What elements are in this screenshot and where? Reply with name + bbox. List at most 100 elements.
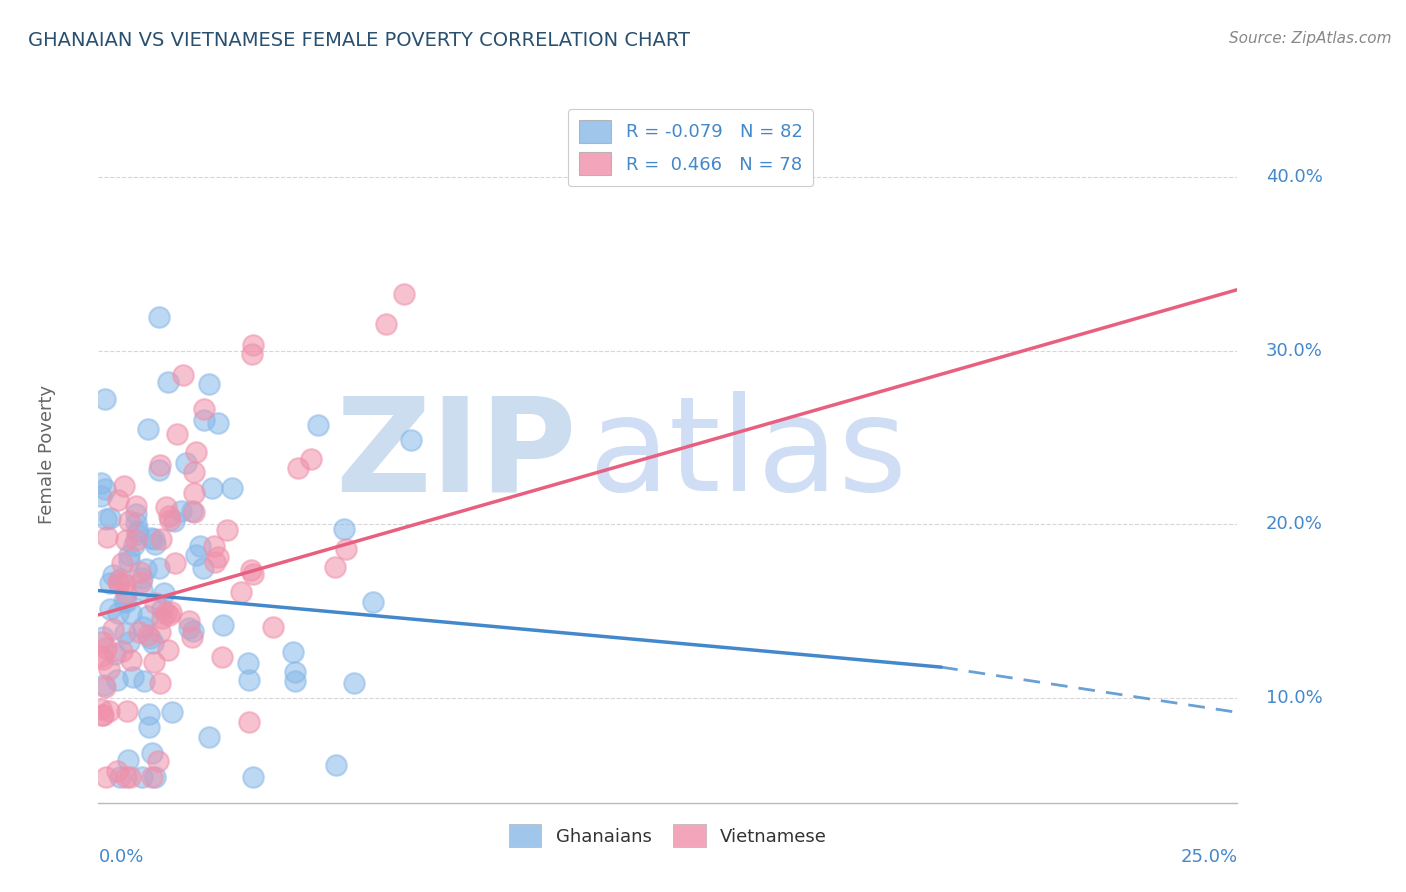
Text: 20.0%: 20.0% (1265, 516, 1323, 533)
Point (122, 538, 145, 552)
Text: 40.0%: 40.0% (1265, 168, 1323, 186)
Point (166, 427, 188, 442)
Point (136, 628, 159, 642)
Point (129, 574, 152, 589)
Point (114, 533, 136, 548)
Point (108, 576, 131, 591)
Point (138, 720, 160, 734)
Point (155, 606, 177, 620)
Point (103, 568, 125, 582)
Point (143, 597, 166, 611)
Point (152, 586, 174, 600)
Point (163, 557, 186, 571)
Point (262, 619, 284, 633)
Point (177, 621, 200, 635)
Point (98, 511, 121, 525)
Point (122, 670, 145, 684)
Text: 0.0%: 0.0% (98, 848, 143, 866)
Point (131, 770, 153, 784)
Point (238, 714, 260, 729)
Point (170, 504, 193, 518)
Point (117, 753, 139, 767)
Point (342, 675, 364, 690)
Point (238, 673, 260, 687)
Text: 25.0%: 25.0% (1180, 848, 1237, 866)
Text: GHANAIAN VS VIETNAMESE FEMALE POVERTY CORRELATION CHART: GHANAIAN VS VIETNAMESE FEMALE POVERTY CO… (28, 31, 690, 50)
Point (361, 595, 384, 609)
Point (207, 416, 229, 430)
Point (91, 708, 114, 723)
Point (110, 770, 132, 784)
Point (139, 531, 162, 545)
Point (107, 606, 129, 620)
Point (141, 746, 163, 760)
Point (204, 539, 226, 553)
Text: 30.0%: 30.0% (1265, 342, 1323, 359)
Point (143, 655, 166, 669)
Text: Female Poverty: Female Poverty (38, 385, 56, 524)
Point (125, 507, 148, 521)
Point (159, 509, 181, 524)
Point (149, 624, 172, 639)
Point (90, 476, 112, 491)
Point (100, 602, 122, 616)
Point (142, 532, 165, 546)
Point (96, 530, 118, 544)
Text: 10.0%: 10.0% (1265, 690, 1323, 707)
Point (198, 730, 221, 744)
Text: Source: ZipAtlas.com: Source: ZipAtlas.com (1229, 31, 1392, 46)
Point (135, 562, 157, 576)
Point (188, 539, 211, 553)
Point (242, 770, 264, 784)
Point (127, 524, 149, 539)
Point (91, 630, 114, 644)
Point (118, 548, 141, 562)
Point (138, 707, 160, 722)
Point (239, 563, 262, 577)
Point (183, 485, 205, 500)
Point (335, 542, 357, 557)
Point (125, 500, 148, 514)
Point (193, 402, 215, 417)
Point (215, 523, 238, 537)
Point (101, 622, 124, 636)
Point (105, 673, 128, 687)
Point (181, 624, 204, 638)
Point (146, 754, 169, 768)
Point (207, 550, 229, 565)
Text: ZIP: ZIP (335, 392, 576, 518)
Point (129, 565, 152, 579)
Point (287, 461, 309, 475)
Point (236, 656, 259, 670)
Point (163, 514, 186, 528)
Point (120, 606, 142, 620)
Point (118, 635, 141, 649)
Point (284, 674, 307, 689)
Point (284, 665, 307, 679)
Point (107, 493, 129, 508)
Point (160, 605, 183, 619)
Point (174, 456, 197, 470)
Point (111, 644, 134, 658)
Point (112, 594, 135, 608)
Point (115, 595, 138, 609)
Point (91, 635, 114, 649)
Point (107, 574, 129, 588)
Point (93, 483, 115, 497)
Point (180, 503, 202, 517)
Point (94, 770, 117, 784)
Point (173, 368, 195, 383)
Point (204, 555, 226, 569)
Point (90, 490, 112, 504)
Point (120, 652, 142, 666)
Point (160, 705, 183, 719)
Point (149, 532, 172, 546)
Point (128, 624, 150, 639)
Point (221, 481, 243, 495)
Point (186, 445, 208, 459)
Point (98, 704, 121, 718)
Point (149, 458, 172, 472)
Point (132, 620, 155, 634)
Point (333, 522, 356, 536)
Point (375, 317, 398, 331)
